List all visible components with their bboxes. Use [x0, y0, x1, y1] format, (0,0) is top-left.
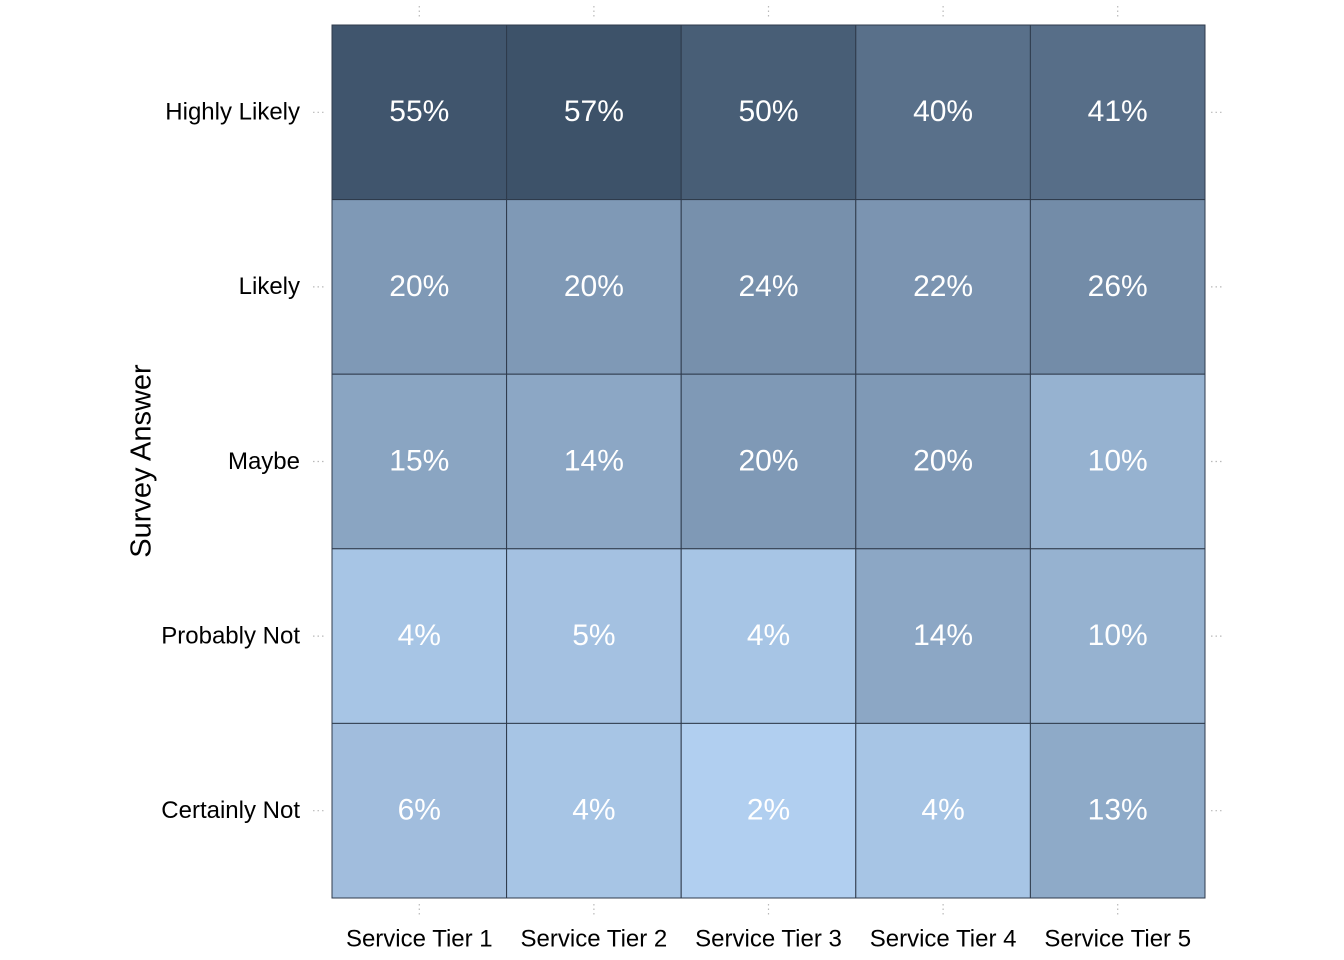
- cell-value-label: 55%: [389, 95, 449, 128]
- cell-value-label: 24%: [738, 270, 798, 303]
- cell-value-label: 20%: [913, 444, 973, 477]
- x-tick-label: Service Tier 4: [870, 925, 1017, 952]
- cell-value-label: 26%: [1088, 270, 1148, 303]
- y-tick-label: Likely: [239, 273, 300, 300]
- heatmap-cell: [506, 199, 682, 375]
- y-axis-tick-labels: Highly Likely Likely Maybe Probably Not Cert…: [161, 99, 300, 824]
- cell-value-label: 41%: [1088, 95, 1148, 128]
- heatmap-cell: [506, 373, 682, 550]
- heatmap-cell: [506, 24, 682, 201]
- heatmap-cells: [331, 24, 1206, 899]
- cell-value-label: 4%: [747, 619, 790, 652]
- cell-value-label: 20%: [564, 270, 624, 303]
- y-tick-label: Certainly Not: [161, 797, 300, 824]
- cell-value-label: 4%: [398, 619, 441, 652]
- x-tick-label: Service Tier 5: [1044, 925, 1191, 952]
- cell-value-labels: 55% 57% 50% 40% 41% 20% 20% 24% 22% 26% 15% 14% 20% 2…: [389, 95, 1147, 826]
- heatmap-cell: [1029, 199, 1206, 375]
- x-tick-label: Service Tier 1: [346, 925, 493, 952]
- cell-value-label: 4%: [572, 794, 615, 827]
- y-axis-title: Survey Answer: [126, 364, 158, 558]
- heatmap-cell: [1029, 24, 1206, 201]
- x-tick-label: Service Tier 2: [521, 925, 668, 952]
- x-tick-label: Service Tier 3: [695, 925, 842, 952]
- heatmap-cell: [1029, 722, 1206, 899]
- y-tick-label: Maybe: [228, 448, 300, 475]
- cell-value-label: 5%: [572, 619, 615, 652]
- heatmap-cell: [331, 722, 508, 899]
- heatmap-cell: [855, 373, 1031, 550]
- cell-value-label: 10%: [1088, 619, 1148, 652]
- heatmap-cell: [331, 24, 508, 201]
- cell-value-label: 20%: [738, 444, 798, 477]
- cell-value-label: 4%: [921, 794, 964, 827]
- heatmap-cell: [680, 199, 857, 375]
- heatmap-cell: [680, 722, 857, 899]
- heatmap-cell: [506, 548, 682, 724]
- cell-value-label: 40%: [913, 95, 973, 128]
- heatmap-cell: [680, 548, 857, 724]
- cell-value-label: 2%: [747, 794, 790, 827]
- y-tick-label: Probably Not: [161, 622, 300, 649]
- x-axis-tick-labels: Service Tier 1 Service Tier 2 Service Tier…: [346, 925, 1191, 952]
- cell-value-label: 15%: [389, 444, 449, 477]
- heatmap-cell: [680, 24, 857, 201]
- heatmap-cell: [331, 548, 508, 724]
- heatmap-cell: [331, 199, 508, 375]
- y-tick-label: Highly Likely: [165, 99, 300, 126]
- heatmap-cell: [1029, 548, 1206, 724]
- heatmap-cell: [855, 548, 1031, 724]
- heatmap-cell: [855, 24, 1031, 201]
- cell-value-label: 14%: [913, 619, 973, 652]
- heatmap-cell: [506, 722, 682, 899]
- cell-value-label: 50%: [738, 95, 798, 128]
- cell-value-label: 13%: [1088, 794, 1148, 827]
- cell-value-label: 20%: [389, 270, 449, 303]
- heatmap-cell: [680, 373, 857, 550]
- cell-value-label: 10%: [1088, 444, 1148, 477]
- cell-value-label: 57%: [564, 95, 624, 128]
- heatmap-cell: [1029, 373, 1206, 550]
- cell-value-label: 22%: [913, 270, 973, 303]
- cell-value-label: 6%: [398, 794, 441, 827]
- cell-value-label: 14%: [564, 444, 624, 477]
